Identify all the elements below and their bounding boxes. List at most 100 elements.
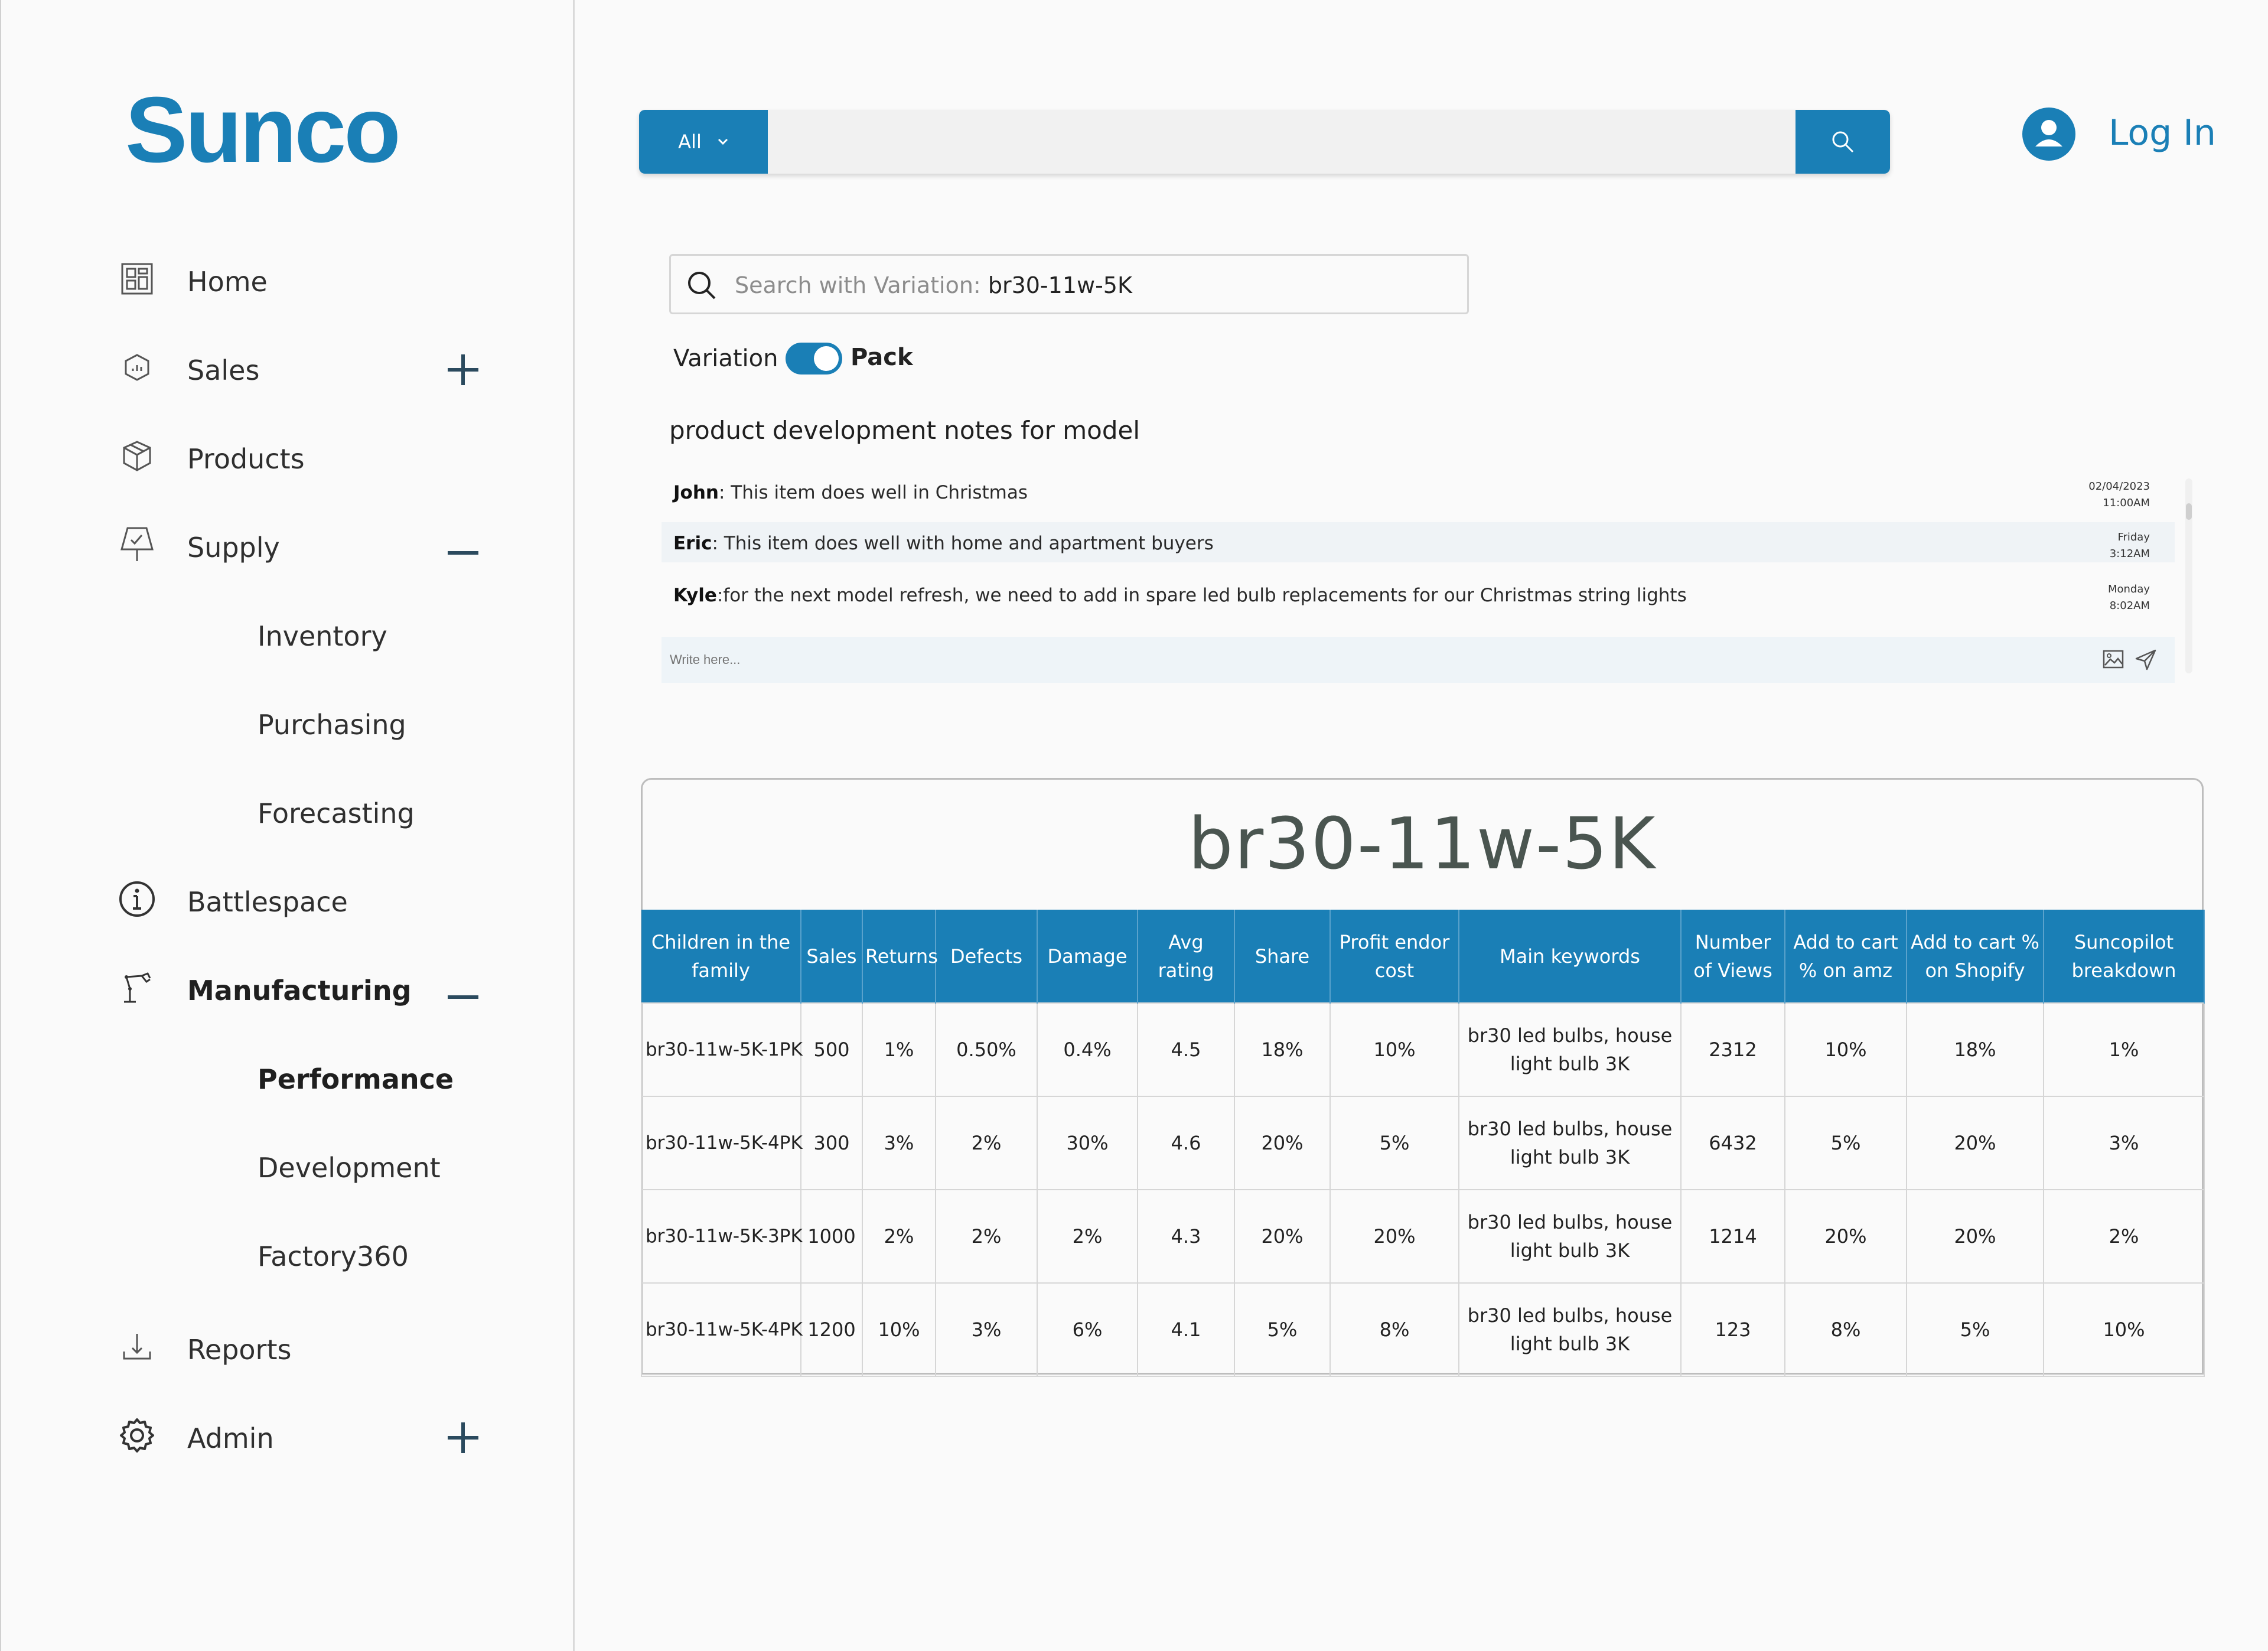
table-row[interactable]: br30-11w-5K-4PK 1200 10% 3% 6% 4.1 5% 8%… <box>641 1282 2205 1377</box>
variation-pack-toggle[interactable] <box>786 343 842 375</box>
plus-icon[interactable] <box>445 352 481 387</box>
category-dropdown[interactable]: All <box>639 110 768 174</box>
minus-icon[interactable] <box>445 529 481 565</box>
table-cell: 2% <box>935 1189 1038 1284</box>
table-row[interactable]: br30-11w-5K-3PK 1000 2% 2% 2% 4.3 20% 20… <box>641 1189 2205 1284</box>
column-header[interactable]: Returns <box>862 910 938 1003</box>
search-button[interactable] <box>1795 110 1890 174</box>
user-icon <box>2035 120 2062 146</box>
table-cell: 10% <box>1784 1002 1907 1097</box>
column-header[interactable]: Suncopilot breakdown <box>2044 910 2205 1003</box>
note-compose <box>662 637 2175 683</box>
logo[interactable]: Sunco <box>125 78 401 182</box>
sidebar-item-label: Purchasing <box>258 709 406 741</box>
note-timestamp: 02/04/2023 11:00AM <box>2088 478 2150 512</box>
global-search-input[interactable] <box>769 110 1794 174</box>
note-date: Monday <box>2107 583 2150 595</box>
sidebar-item-label: Battlespace <box>187 886 348 918</box>
avatar[interactable] <box>2022 108 2075 161</box>
supply-icon <box>118 526 156 564</box>
table-row[interactable]: br30-11w-5K-1PK 500 1% 0.50% 0.4% 4.5 18… <box>641 1002 2205 1097</box>
performance-table: Children in the family Sales Returns Def… <box>641 910 2205 1377</box>
column-header[interactable]: Damage <box>1037 910 1138 1003</box>
column-header[interactable]: Defects <box>936 910 1038 1003</box>
sidebar-item-battlespace[interactable]: Battlespace <box>1 862 574 933</box>
robot-arm-icon <box>118 969 156 1007</box>
table-cell: 20% <box>1329 1189 1459 1284</box>
table-cell: 4.3 <box>1137 1189 1235 1284</box>
sidebar-item-label: Sales <box>187 354 260 386</box>
sidebar-item-reports[interactable]: Reports <box>1 1310 574 1381</box>
sidebar-item-label: Home <box>187 266 268 298</box>
note-time: 8:02AM <box>2109 600 2150 612</box>
box-icon <box>118 437 156 475</box>
table-row[interactable]: br30-11w-5K-4PK 300 3% 2% 30% 4.6 20% 5%… <box>641 1096 2205 1190</box>
notes-scrollbar[interactable] <box>2185 478 2192 673</box>
sidebar-subitem-forecasting[interactable]: Forecasting <box>1 774 574 845</box>
sidebar-item-admin[interactable]: Admin <box>1 1399 574 1470</box>
notes-scrollbar-thumb[interactable] <box>2186 503 2192 520</box>
search-icon <box>685 269 718 304</box>
column-header[interactable]: Avg rating <box>1138 910 1235 1003</box>
notes-title: product development notes for model <box>669 416 1140 445</box>
image-icon[interactable] <box>2103 650 2124 671</box>
sidebar-item-home[interactable]: Home <box>1 242 574 313</box>
note-timestamp: Friday 3:12AM <box>2110 529 2150 562</box>
global-search-bar: All <box>639 110 1890 174</box>
table-cell: 5% <box>1906 1282 2044 1377</box>
column-header[interactable]: Number of Views <box>1681 910 1785 1003</box>
table-cell: 3% <box>862 1096 936 1190</box>
chevron-down-icon <box>718 138 728 145</box>
table-cell: 1% <box>862 1002 936 1097</box>
column-header[interactable]: Profit endor cost <box>1330 910 1459 1003</box>
column-header[interactable]: Sales <box>801 910 863 1003</box>
login-link[interactable]: Log In <box>2109 112 2216 154</box>
sidebar-item-label: Reports <box>187 1334 292 1366</box>
table-cell: 1000 <box>800 1189 863 1284</box>
info-icon <box>118 880 156 918</box>
table-cell: 3% <box>935 1282 1038 1377</box>
note-input[interactable] <box>662 637 2020 683</box>
column-header[interactable]: Children in the family <box>641 910 801 1003</box>
sidebar-subitem-development[interactable]: Development <box>1 1128 574 1199</box>
plus-icon[interactable] <box>445 1420 481 1455</box>
minus-icon[interactable] <box>445 972 481 1008</box>
sidebar-item-manufacturing[interactable]: Manufacturing <box>1 951 574 1022</box>
category-label: All <box>678 131 702 153</box>
table-cell: 18% <box>1906 1002 2044 1097</box>
sidebar-subitem-factory360[interactable]: Factory360 <box>1 1217 574 1288</box>
sidebar-item-supply[interactable]: Supply <box>1 508 574 579</box>
table-cell: 0.50% <box>935 1002 1038 1097</box>
variation-search-text: Search with Variation: br30-11w-5K <box>735 272 1132 298</box>
sidebar-item-sales[interactable]: Sales <box>1 331 574 402</box>
note-author: Kyle <box>673 585 717 606</box>
sidebar-item-label: Manufacturing <box>187 975 412 1007</box>
sidebar-subitem-inventory[interactable]: Inventory <box>1 597 574 667</box>
column-header[interactable]: Add to cart % on amz <box>1785 910 1907 1003</box>
sidebar-subitem-performance[interactable]: Performance <box>1 1040 574 1111</box>
table-cell: 20% <box>1784 1189 1907 1284</box>
table-cell: br30-11w-5K-3PK <box>641 1189 803 1284</box>
table-cell: 18% <box>1234 1002 1331 1097</box>
sidebar-item-products[interactable]: Products <box>1 419 574 490</box>
note-time: 3:12AM <box>2109 548 2150 560</box>
table-cell: 500 <box>800 1002 863 1097</box>
table-cell: 20% <box>1234 1189 1331 1284</box>
table-cell: 10% <box>2043 1282 2205 1377</box>
table-cell: br30 led bulbs, house light bulb 3K <box>1458 1282 1682 1377</box>
send-icon[interactable] <box>2135 649 2157 673</box>
column-header[interactable]: Add to cart % on Shopify <box>1907 910 2044 1003</box>
note-text: Eric: This item does well with home and … <box>673 533 1214 554</box>
note-timestamp: Monday 8:02AM <box>2108 581 2150 614</box>
note-author: John <box>673 482 719 503</box>
search-icon <box>1832 131 1854 153</box>
variation-search-input[interactable]: Search with Variation: br30-11w-5K <box>669 254 1469 314</box>
column-header[interactable]: Main keywords <box>1459 910 1682 1003</box>
table-cell: br30-11w-5K-4PK <box>641 1096 803 1190</box>
note-date: 02/04/2023 <box>2088 480 2150 493</box>
sidebar-subitem-purchasing[interactable]: Purchasing <box>1 685 574 756</box>
column-header[interactable]: Share <box>1234 910 1331 1003</box>
note-author: Eric <box>673 533 712 554</box>
table-cell: 6432 <box>1680 1096 1785 1190</box>
variation-search-placeholder: Search with Variation: <box>735 272 981 298</box>
